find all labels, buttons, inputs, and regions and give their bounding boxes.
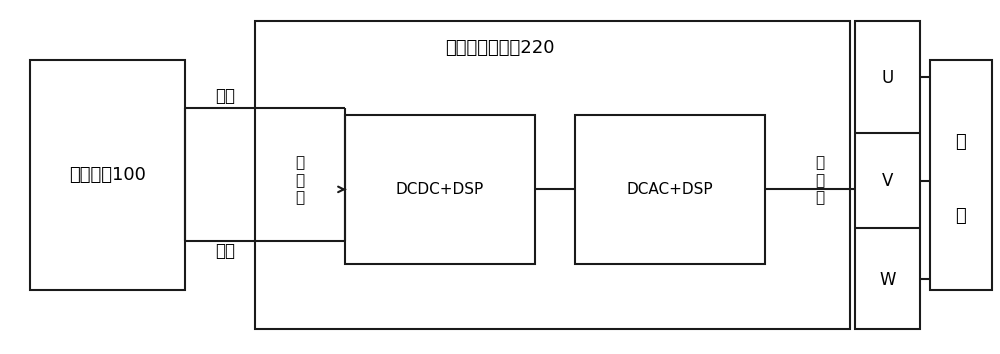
Text: U: U (882, 69, 894, 87)
Text: 正极: 正极 (215, 87, 235, 104)
Text: W: W (880, 271, 896, 289)
Text: 输
入
端: 输 入 端 (295, 156, 305, 205)
Text: 输
出
端: 输 出 端 (815, 156, 825, 205)
Text: 网: 网 (956, 207, 966, 225)
Text: V: V (882, 172, 894, 189)
Text: DCDC+DSP: DCDC+DSP (396, 182, 484, 197)
Text: 燃料电池100: 燃料电池100 (70, 166, 146, 184)
Text: 回馈式电子负载220: 回馈式电子负载220 (445, 39, 555, 57)
Bar (855, 21, 920, 329)
Bar (30, 60, 185, 290)
Bar (255, 21, 850, 329)
Bar (930, 60, 992, 290)
Text: 电: 电 (956, 133, 966, 150)
Text: 负极: 负极 (215, 242, 235, 260)
Bar (575, 115, 765, 264)
Text: DCAC+DSP: DCAC+DSP (627, 182, 713, 197)
Bar (345, 115, 535, 264)
